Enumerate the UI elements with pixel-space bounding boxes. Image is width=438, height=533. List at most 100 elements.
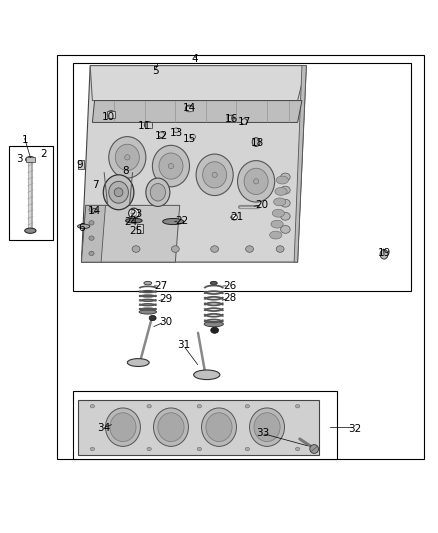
- Ellipse shape: [132, 246, 140, 252]
- Text: 8: 8: [122, 166, 128, 176]
- Text: 28: 28: [223, 293, 237, 303]
- Ellipse shape: [139, 310, 156, 314]
- Ellipse shape: [276, 176, 288, 184]
- Bar: [73, 63, 411, 290]
- Ellipse shape: [150, 183, 166, 201]
- Ellipse shape: [276, 246, 284, 252]
- Ellipse shape: [109, 181, 128, 203]
- Text: 24: 24: [124, 216, 138, 227]
- Ellipse shape: [78, 224, 90, 229]
- Bar: [57, 55, 424, 458]
- Ellipse shape: [109, 136, 146, 178]
- Ellipse shape: [149, 316, 156, 321]
- Polygon shape: [78, 400, 319, 455]
- Ellipse shape: [152, 146, 190, 187]
- Ellipse shape: [25, 157, 35, 163]
- Ellipse shape: [237, 160, 275, 202]
- Ellipse shape: [201, 408, 237, 446]
- Ellipse shape: [93, 246, 101, 252]
- Ellipse shape: [185, 105, 193, 112]
- Ellipse shape: [92, 208, 97, 213]
- Ellipse shape: [106, 408, 141, 446]
- Ellipse shape: [271, 220, 283, 228]
- Ellipse shape: [103, 175, 134, 210]
- Bar: [25, 157, 35, 161]
- Ellipse shape: [206, 413, 232, 441]
- Ellipse shape: [295, 447, 300, 451]
- Ellipse shape: [310, 445, 318, 454]
- Ellipse shape: [254, 413, 280, 441]
- Bar: [78, 159, 84, 169]
- Ellipse shape: [146, 178, 170, 206]
- Ellipse shape: [245, 447, 250, 451]
- Text: 14: 14: [88, 206, 101, 216]
- Ellipse shape: [127, 359, 149, 367]
- Text: 16: 16: [225, 114, 238, 124]
- Ellipse shape: [246, 246, 254, 252]
- Bar: [107, 111, 115, 118]
- Polygon shape: [81, 205, 180, 262]
- Ellipse shape: [281, 173, 290, 181]
- Ellipse shape: [244, 168, 268, 195]
- Text: 31: 31: [177, 340, 191, 350]
- Polygon shape: [90, 66, 306, 101]
- Ellipse shape: [89, 251, 94, 256]
- Ellipse shape: [270, 231, 282, 239]
- Ellipse shape: [254, 179, 259, 184]
- Text: 2: 2: [40, 149, 47, 159]
- Ellipse shape: [231, 214, 237, 220]
- Ellipse shape: [241, 119, 247, 124]
- Text: 12: 12: [155, 131, 168, 141]
- Ellipse shape: [159, 153, 183, 179]
- Ellipse shape: [145, 122, 152, 128]
- Ellipse shape: [210, 281, 217, 285]
- Ellipse shape: [281, 212, 290, 220]
- Ellipse shape: [89, 207, 94, 212]
- Text: 19: 19: [378, 248, 391, 259]
- Ellipse shape: [281, 199, 290, 207]
- Ellipse shape: [168, 164, 173, 169]
- Ellipse shape: [203, 161, 226, 188]
- Ellipse shape: [147, 447, 151, 451]
- Ellipse shape: [147, 405, 151, 408]
- Ellipse shape: [197, 405, 201, 408]
- Ellipse shape: [194, 370, 220, 379]
- Text: 1: 1: [21, 135, 28, 145]
- Bar: [73, 391, 337, 458]
- Text: 25: 25: [129, 225, 143, 236]
- Text: 32: 32: [349, 424, 362, 434]
- Ellipse shape: [212, 172, 217, 177]
- Polygon shape: [81, 205, 106, 262]
- Ellipse shape: [196, 154, 233, 196]
- Ellipse shape: [272, 209, 285, 217]
- Text: 5: 5: [152, 66, 159, 76]
- Bar: [145, 122, 152, 128]
- Text: 27: 27: [155, 281, 168, 291]
- Polygon shape: [294, 66, 306, 262]
- Ellipse shape: [90, 447, 95, 451]
- Ellipse shape: [107, 111, 115, 118]
- Text: 3: 3: [16, 154, 23, 164]
- Text: 6: 6: [78, 223, 85, 233]
- Text: 7: 7: [92, 180, 99, 190]
- Text: 13: 13: [170, 128, 183, 138]
- Text: 4: 4: [192, 54, 198, 64]
- Polygon shape: [92, 101, 302, 123]
- Text: 11: 11: [138, 121, 152, 131]
- Text: 9: 9: [77, 160, 84, 170]
- Ellipse shape: [162, 219, 184, 224]
- Polygon shape: [81, 66, 306, 262]
- Text: 22: 22: [175, 216, 188, 226]
- Ellipse shape: [114, 188, 123, 197]
- Bar: [186, 106, 193, 111]
- Ellipse shape: [126, 218, 142, 223]
- Text: 26: 26: [223, 281, 237, 291]
- Text: 15: 15: [183, 134, 196, 143]
- Text: 10: 10: [102, 112, 115, 122]
- Ellipse shape: [144, 281, 152, 285]
- Ellipse shape: [211, 246, 219, 252]
- Ellipse shape: [380, 249, 388, 259]
- Ellipse shape: [245, 405, 250, 408]
- Text: 18: 18: [251, 138, 264, 148]
- Ellipse shape: [171, 246, 179, 252]
